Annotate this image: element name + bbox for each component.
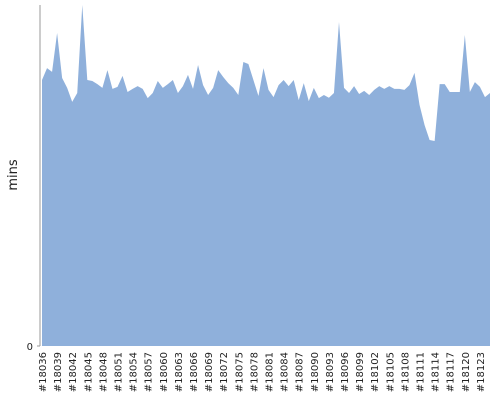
x-tick-label: #18111	[416, 352, 427, 392]
x-tick-label: #18075	[234, 352, 245, 392]
x-tick-label: #18072	[219, 352, 230, 392]
x-tick-label: #18078	[249, 352, 260, 392]
x-tick-label: #18069	[204, 352, 215, 392]
x-tick-label: #18087	[295, 352, 306, 392]
x-tick-label: #18123	[476, 352, 487, 392]
x-tick-label: #18102	[370, 352, 381, 392]
x-tick-label: #18090	[310, 352, 321, 392]
x-tick-label: #18057	[144, 352, 155, 392]
x-tick-label: #18060	[159, 352, 170, 392]
x-tick-label: #18117	[446, 352, 457, 392]
x-tick-label: #18096	[340, 352, 351, 392]
x-tick-label: #18081	[265, 352, 276, 392]
x-tick-label: #18042	[68, 352, 79, 392]
y-axis-label: mins	[6, 159, 21, 191]
x-tick-label: #18039	[53, 352, 64, 392]
x-tick-label: #18048	[98, 352, 109, 392]
x-tick-label: #18108	[400, 352, 411, 392]
x-tick-label: #18099	[355, 352, 366, 392]
x-tick-label: #18054	[129, 352, 140, 392]
x-tick-label: #18120	[461, 352, 472, 392]
x-tick-label: #18063	[174, 352, 185, 392]
y-tick-label: 0	[27, 342, 33, 353]
x-tick-label: #18084	[280, 352, 291, 392]
x-tick-label: #18093	[325, 352, 336, 392]
x-tick-label: #18066	[189, 352, 200, 392]
x-tick-label: #18045	[83, 352, 94, 392]
x-tick-label: #18036	[38, 352, 49, 392]
x-tick-label: #18105	[385, 352, 396, 392]
x-tick-label: #18114	[431, 352, 442, 392]
x-tick-label: #18051	[114, 352, 125, 392]
area	[42, 5, 490, 346]
